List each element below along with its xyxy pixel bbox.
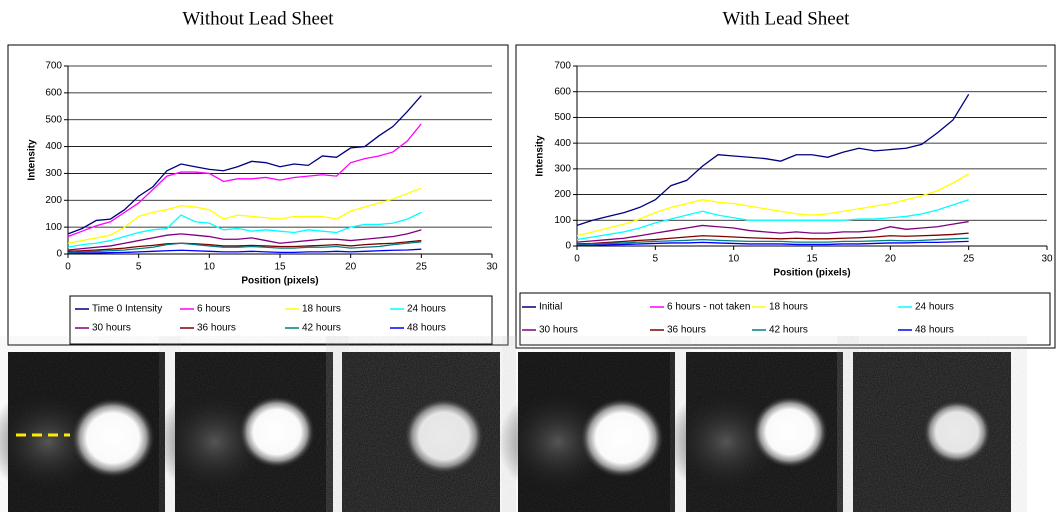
y-axis-label: Intensity: [27, 139, 38, 181]
legend-label: 36 hours: [667, 325, 706, 336]
y-tick-label: 100: [554, 215, 571, 226]
x-tick-label: 15: [806, 254, 818, 265]
legend-label: 48 hours: [407, 323, 446, 334]
series-line: [576, 173, 969, 237]
image-row: [0, 352, 1011, 512]
legend-label: 24 hours: [915, 302, 954, 313]
series-line: [67, 95, 422, 235]
y-tick-label: 100: [45, 222, 62, 233]
micrograph: [666, 352, 843, 512]
series-line: [67, 248, 422, 255]
series-line: [576, 237, 969, 246]
legend-label: 42 hours: [302, 323, 341, 334]
y-tick-label: 0: [565, 241, 571, 252]
micrograph: [853, 352, 1011, 512]
micrograph: [155, 352, 333, 512]
x-tick-label: 0: [65, 262, 71, 273]
legend-label: Initial: [539, 302, 562, 313]
legend-label: 18 hours: [302, 304, 341, 315]
legend-label: 6 hours: [197, 304, 230, 315]
y-tick-label: 200: [45, 195, 62, 206]
y-tick-label: 400: [45, 141, 62, 152]
x-axis-label: Position (pixels): [241, 276, 318, 287]
micrograph: [342, 352, 500, 512]
y-tick-label: 200: [554, 189, 571, 200]
series-line: [67, 187, 422, 244]
series-line: [576, 240, 969, 247]
x-tick-label: 5: [653, 254, 659, 265]
y-tick-label: 600: [554, 86, 571, 97]
chart-frame: [7, 44, 509, 346]
y-axis-label: Intensity: [535, 135, 546, 177]
legend-label: 30 hours: [539, 325, 578, 336]
micrograph: [498, 352, 675, 512]
legend-label: 48 hours: [915, 325, 954, 336]
legend-label: Time 0 Intensity: [92, 304, 162, 315]
legend-label: 6 hours - not taken: [667, 302, 750, 313]
x-tick-label: 10: [204, 262, 216, 273]
y-tick-label: 500: [45, 114, 62, 125]
y-tick-label: 0: [56, 249, 62, 260]
y-tick-label: 500: [554, 112, 571, 123]
legend-box: [519, 292, 1051, 346]
chart-title: With Lead Sheet: [723, 8, 851, 29]
chart-title: Without Lead Sheet: [182, 8, 334, 29]
x-tick-label: 5: [136, 262, 142, 273]
legend-label: 30 hours: [92, 323, 131, 334]
chart: With Lead Sheet 0 100 200 300 400 500 600 700 0 5 1…: [515, 8, 1056, 349]
series-line: [67, 211, 422, 248]
y-tick-label: 600: [45, 87, 62, 98]
x-tick-label: 10: [728, 254, 740, 265]
x-tick-label: 0: [574, 254, 580, 265]
x-tick-label: 30: [1041, 254, 1053, 265]
series-line: [576, 199, 969, 241]
y-tick-label: 300: [45, 168, 62, 179]
x-tick-label: 25: [416, 262, 428, 273]
x-tick-label: 15: [274, 262, 286, 273]
series-line: [67, 241, 422, 254]
legend-box: [69, 295, 493, 345]
series-line: [67, 239, 422, 252]
y-tick-label: 300: [554, 163, 571, 174]
legend-label: 24 hours: [407, 304, 446, 315]
x-axis-label: Position (pixels): [773, 268, 850, 279]
x-tick-label: 20: [885, 254, 897, 265]
chart: Without Lead Sheet0100200300400500600700…: [7, 8, 509, 346]
series-line: [576, 220, 969, 243]
x-tick-label: 30: [486, 262, 498, 273]
series-line: [576, 93, 970, 227]
legend-label: 42 hours: [769, 325, 808, 336]
y-tick-label: 700: [554, 61, 571, 72]
legend-label: 36 hours: [197, 323, 236, 334]
x-tick-label: 25: [963, 254, 975, 265]
series-line: [67, 123, 422, 238]
series-line: [67, 229, 422, 251]
legend-label: 18 hours: [769, 302, 808, 313]
y-tick-label: 400: [554, 138, 571, 149]
y-tick-label: 700: [45, 61, 62, 72]
x-tick-label: 20: [345, 262, 357, 273]
micrograph: [0, 352, 165, 512]
series-line: [576, 232, 969, 245]
